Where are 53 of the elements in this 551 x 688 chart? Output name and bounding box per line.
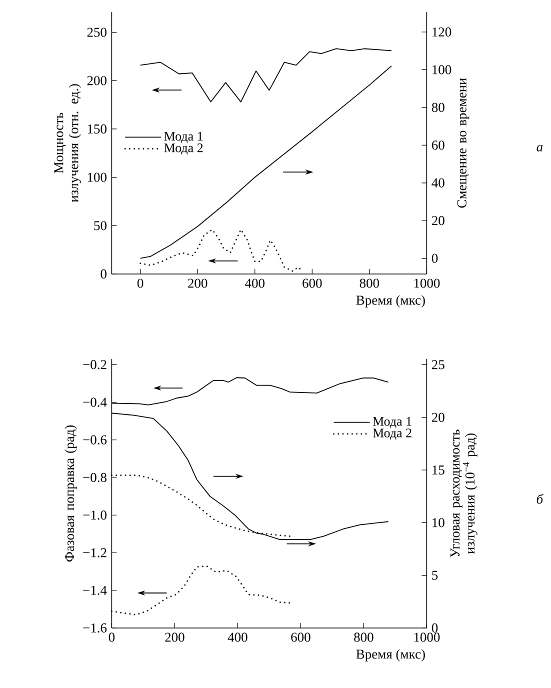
text: б	[536, 494, 544, 504]
y2-tick-label: 0	[432, 254, 438, 263]
y2-tick-label: 10	[432, 518, 444, 528]
x-tick-label: 1000	[414, 632, 440, 642]
y-tick-label: −1.4	[83, 586, 107, 595]
x-tick-label: 400	[228, 632, 248, 642]
x-tick-label: 200	[165, 632, 184, 642]
legend-label: Мода 1	[164, 132, 203, 143]
legend-label: Мода 1	[372, 416, 412, 428]
y-axis-title: Фазовая поправка (рад)	[64, 425, 77, 562]
y2-tick-label: 120	[432, 27, 452, 37]
y-tick-label: 200	[87, 76, 106, 86]
line-series	[140, 65, 392, 259]
x-tick-label: 600	[291, 632, 310, 642]
y2-tick-label: 0	[432, 623, 438, 633]
y2-tick-label: 25	[432, 360, 444, 370]
x-tick-label: 0	[108, 632, 115, 642]
y2-tick-label: 100	[432, 65, 452, 74]
x-axis-title: Время (мкс)	[356, 295, 425, 308]
x-tick-label: 800	[354, 632, 374, 642]
y2-axis-title: Смещение во времени	[457, 78, 470, 208]
y2-tick-label: 80	[432, 102, 444, 112]
y-tick-label: −1.6	[83, 623, 107, 633]
x-tick-label: 800	[360, 278, 380, 288]
x-tick-label: 400	[245, 278, 264, 288]
x-tick-label: 1000	[414, 278, 440, 288]
y-axis-title: Мощность излучения (отн. ед.)	[54, 84, 82, 202]
text: а	[536, 144, 543, 152]
y-tick-label: 0	[100, 269, 106, 279]
y2-tick-label: 15	[432, 465, 444, 475]
y2-tick-label: 5	[432, 570, 438, 580]
y-tick-label: 150	[88, 124, 106, 134]
x-tick-label: 600	[302, 278, 322, 288]
legend-label: Мода 2	[372, 428, 412, 440]
y2-tick-label: 40	[432, 178, 444, 188]
line-series	[140, 48, 392, 102]
x-tick-label: 0	[137, 278, 144, 288]
y2-tick-label: 20	[432, 412, 444, 422]
legend-label: Мода 2	[164, 143, 203, 155]
y2-tick-label: 60	[432, 140, 444, 150]
y-tick-label: −0.6	[83, 435, 107, 444]
y-tick-label: −0.8	[83, 472, 106, 482]
x-axis-title: Время (мкс)	[356, 649, 425, 662]
x-tick-label: 200	[188, 278, 208, 288]
y-tick-label: 50	[94, 221, 106, 230]
line-series	[140, 228, 304, 272]
y-tick-label: 100	[88, 172, 106, 182]
y-tick-label: −0.4	[83, 398, 107, 407]
y-tick-label: −0.2	[83, 360, 106, 370]
y-tick-label: 250	[87, 28, 106, 37]
y2-tick-label: 20	[432, 216, 444, 226]
y-tick-label: −1.2	[83, 548, 106, 558]
y-tick-label: −1.0	[83, 510, 106, 520]
